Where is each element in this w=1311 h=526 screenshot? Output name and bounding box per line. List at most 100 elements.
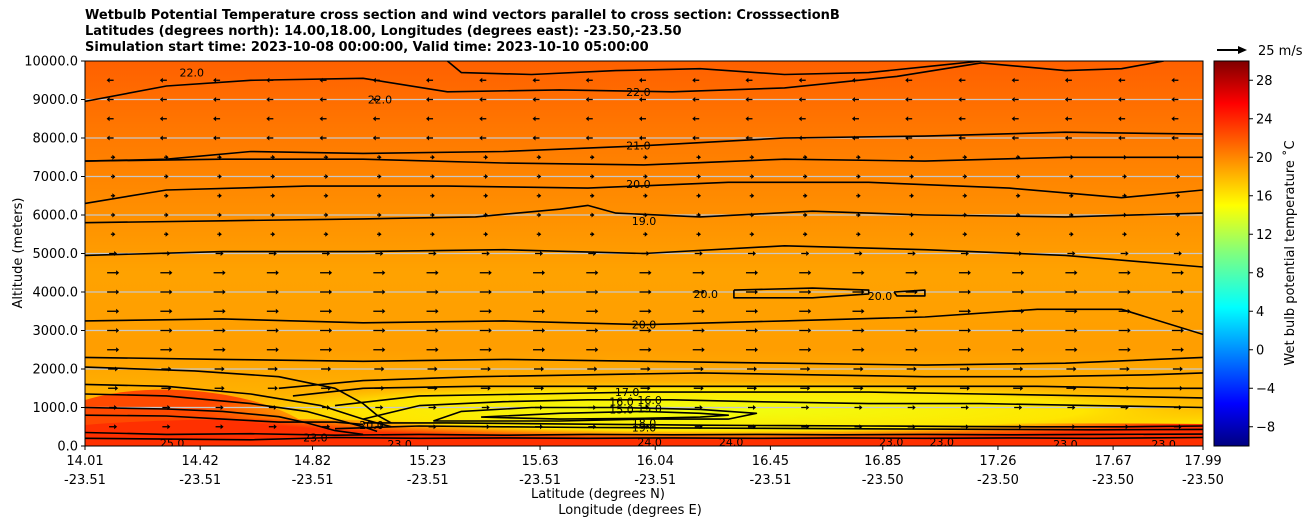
x-tick-label-lat: 16.85	[864, 454, 901, 469]
wind-vector-head	[1070, 154, 1074, 160]
wind-vector-head	[272, 193, 276, 199]
contour-line	[292, 385, 1203, 397]
contour-label: 18.0	[632, 417, 657, 430]
contour-label: 23.0	[879, 436, 904, 449]
wind-vector-head	[644, 231, 648, 237]
wind-vector-head	[382, 270, 386, 276]
wind-vector-head	[1070, 231, 1074, 237]
wind-vector-head	[327, 405, 331, 410]
wind-vector-head	[115, 366, 119, 372]
wind-vector-head	[752, 424, 756, 430]
wind-vector-head	[1178, 251, 1182, 256]
wind-vector-head	[1021, 347, 1025, 353]
wind-vector-head	[910, 193, 914, 199]
wind-vector-head	[1118, 97, 1122, 102]
wind-vector-head	[914, 347, 918, 353]
wind-vector-head	[646, 424, 650, 430]
x-tick-label-lat: 15.23	[409, 454, 446, 469]
wind-vector-head	[1125, 424, 1129, 430]
wind-vector-head	[106, 97, 110, 102]
wind-vector-head	[329, 289, 333, 295]
contour-label: 16.0	[609, 396, 634, 409]
wind-vector-head	[1020, 385, 1024, 391]
wind-vector-head	[807, 366, 811, 372]
wind-vector-head	[1019, 405, 1023, 410]
wind-vector-head	[221, 366, 225, 372]
wind-vector-head	[808, 289, 812, 295]
wind-vector-head	[804, 193, 808, 199]
wind-vector-head	[380, 424, 384, 430]
wind-vector-head	[274, 385, 278, 391]
x-axis-label-secondary: Longitude (degrees E)	[558, 503, 702, 518]
contour-line	[446, 61, 982, 76]
wind-vector-head	[479, 116, 483, 122]
wind-vector-head	[487, 366, 491, 372]
wind-vector-head	[382, 347, 386, 353]
wind-vector-head	[114, 424, 118, 430]
wind-vector-head	[964, 193, 968, 199]
wind-vector-head	[751, 174, 755, 179]
contour-line	[85, 414, 364, 426]
wind-vector-head	[169, 308, 173, 314]
wind-vector-head	[701, 308, 705, 314]
wind-vector-head	[1177, 154, 1181, 160]
wind-vector-head	[433, 405, 437, 410]
y-tick-label: 2000.0	[33, 363, 79, 378]
contour-label: 24.0	[637, 436, 662, 449]
wind-vector-head	[644, 154, 648, 160]
x-tick-label-lat: 15.63	[521, 454, 558, 469]
wind-vector-head	[218, 193, 222, 199]
y-tick-label: 6000.0	[33, 209, 79, 224]
wind-vector-head	[1123, 174, 1127, 179]
wind-vector-head	[857, 174, 861, 179]
wind-vector-head	[754, 308, 758, 314]
wind-vector-head	[378, 193, 382, 199]
wind-vector-head	[967, 308, 971, 314]
wind-vector-head	[426, 116, 430, 122]
contour-label: 15.0	[637, 402, 662, 415]
wind-vector-head	[431, 154, 435, 160]
wind-vector-head	[538, 212, 542, 218]
wind-vector-head	[594, 366, 598, 372]
wind-vector-head	[751, 154, 755, 160]
wind-vector-head	[1011, 135, 1015, 141]
wind-vector-head	[380, 405, 384, 410]
wind-vector-head	[1011, 77, 1015, 83]
wind-vector-head	[958, 116, 962, 122]
colorbar-tick-label: 16	[1256, 189, 1273, 204]
wind-vector-head	[857, 193, 861, 199]
wind-vector-head	[1064, 77, 1068, 83]
wind-vector-head	[485, 212, 489, 218]
wind-vector-head	[754, 347, 758, 353]
contour-line	[85, 406, 364, 436]
wind-vector-head	[905, 97, 909, 102]
wind-vector-head	[1127, 328, 1131, 333]
wind-vector-head	[218, 174, 222, 179]
wind-vector-head	[914, 308, 918, 314]
colorbar-label: Wet bulb potential temperature ˚C	[1282, 140, 1298, 365]
wind-vector-head	[479, 77, 483, 83]
wind-vector-head	[433, 251, 437, 256]
wind-vector-head	[378, 174, 382, 179]
wind-vector-head	[585, 116, 589, 122]
wind-vector-head	[538, 174, 542, 179]
wind-vector-head	[220, 405, 224, 410]
wind-vector-head	[745, 97, 749, 102]
wind-vector-head	[542, 328, 546, 333]
wind-vector-head	[1072, 424, 1076, 430]
wind-vector-head	[1171, 77, 1175, 83]
wind-vector-head	[1074, 289, 1078, 295]
wind-vector-head	[319, 135, 323, 141]
wind-vector-head	[914, 270, 918, 276]
wind-vector-head	[479, 97, 483, 102]
wind-vector-head	[1064, 116, 1068, 122]
wind-vector-head	[861, 289, 865, 295]
wind-vector-head	[964, 154, 968, 160]
wind-vector-head	[806, 251, 810, 256]
wind-vector-head	[381, 385, 385, 391]
contour-line	[481, 410, 730, 420]
wind-vector-head	[1011, 97, 1015, 102]
wind-vector-head	[116, 308, 120, 314]
wind-vector-head	[165, 212, 169, 218]
wind-vector-head	[595, 289, 599, 295]
